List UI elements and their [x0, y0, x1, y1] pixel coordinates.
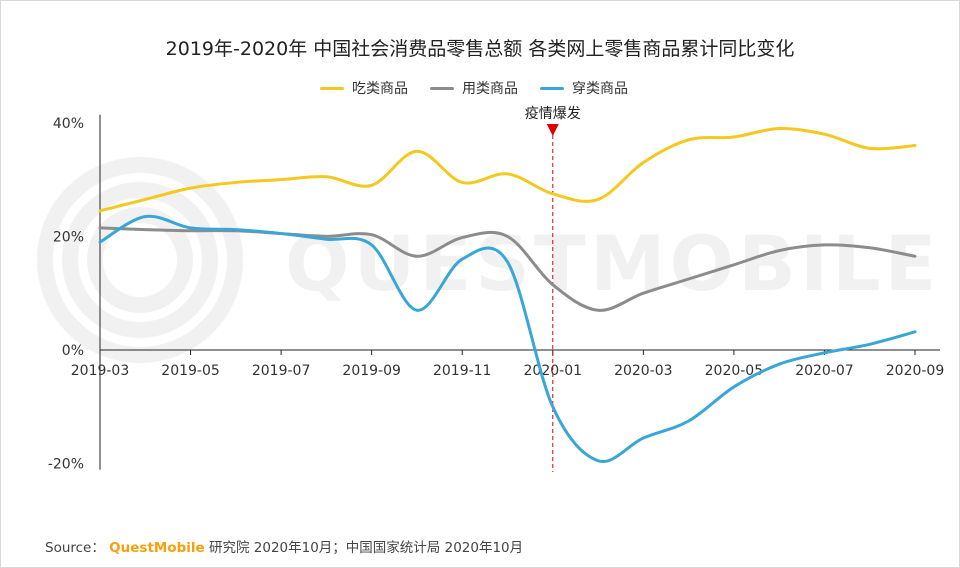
source-prefix: Source：	[45, 540, 105, 556]
chart-title: 2019年-2020年 中国社会消费品零售总额 各类网上零售商品累计同比变化	[165, 38, 795, 60]
x-tick-label: 2019-11	[433, 363, 492, 379]
x-tick-label: 2019-09	[342, 363, 401, 379]
svg-text:QUESTMOBILE: QUESTMOBILE	[285, 219, 941, 308]
x-tick-label: 2020-01	[524, 363, 583, 379]
outbreak-label: 疫情爆发	[525, 106, 581, 122]
legend-swatch	[430, 86, 454, 90]
x-tick-label: 2020-09	[886, 363, 945, 379]
source-brand: QuestMobile	[109, 540, 205, 556]
legend-label: 穿类商品	[572, 81, 628, 97]
x-tick-label: 2020-05	[705, 363, 764, 379]
x-tick-label: 2020-03	[614, 363, 673, 379]
series-line-apparel	[98, 214, 917, 464]
x-tick-label: 2019-07	[252, 363, 311, 379]
legend-label: 吃类商品	[352, 81, 408, 97]
y-tick-label: -20%	[48, 457, 84, 473]
legend-item-goods: 用类商品	[430, 78, 518, 98]
legend-swatch	[320, 86, 344, 90]
source-note: Source： QuestMobile 研究院 2020年10月；中国国家统计局…	[45, 536, 523, 556]
source-rest: 研究院 2020年10月；中国国家统计局 2020年10月	[208, 540, 524, 556]
y-tick-label: 20%	[53, 229, 84, 245]
y-tick-label: 40%	[53, 116, 84, 132]
x-tick-label: 2019-03	[71, 363, 130, 379]
outbreak-marker-triangle	[546, 124, 559, 136]
x-tick-label: 2019-05	[161, 363, 220, 379]
legend-item-apparel: 穿类商品	[540, 78, 628, 98]
x-tick-label: 2020-07	[795, 363, 854, 379]
legend-item-food: 吃类商品	[320, 78, 408, 98]
legend-label: 用类商品	[462, 81, 518, 97]
y-tick-label: 0%	[62, 343, 84, 359]
legend-swatch	[540, 86, 564, 90]
watermark: QUESTMOBILE	[37, 157, 941, 363]
legend: 吃类商品 用类商品 穿类商品	[320, 78, 628, 98]
series-line-food	[98, 126, 917, 213]
